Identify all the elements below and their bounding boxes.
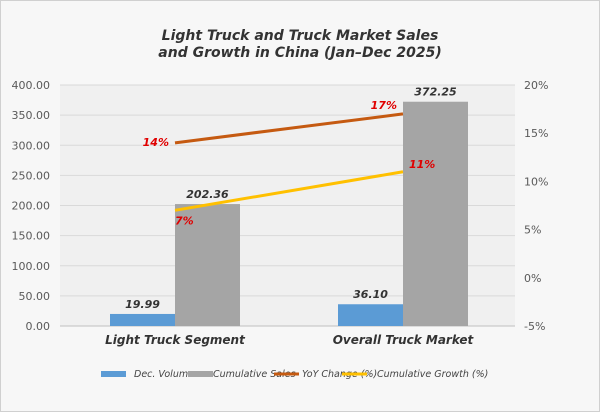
bar-cumulative-sales [175, 204, 240, 326]
category-label: Overall Truck Market [333, 333, 475, 347]
line-data-label: 17% [371, 99, 397, 112]
right-axis-tick: 10% [524, 175, 548, 188]
left-axis-tick: 200.00 [12, 200, 51, 213]
bar-data-label: 19.99 [125, 298, 160, 311]
left-axis-tick: 50.00 [19, 290, 51, 303]
line-data-label: 11% [409, 158, 435, 171]
line-cumulative-growth- [174, 170, 404, 212]
chart-title-line-2: and Growth in China (Jan–Dec 2025) [158, 45, 441, 61]
category-label: Light Truck Segment [105, 333, 246, 347]
bar-data-label: 372.25 [414, 86, 457, 99]
legend-swatch [101, 371, 126, 377]
legend-swatch [188, 371, 213, 377]
bar-cumulative-sales [403, 101, 468, 326]
line-data-label: 7% [175, 214, 194, 227]
left-axis-tick: 300.00 [12, 139, 51, 152]
left-axis-tick: 0.00 [26, 320, 51, 333]
chart-title-line-1: Light Truck and Truck Market Sales [162, 28, 439, 44]
line-yoy-change- [174, 112, 404, 145]
legend-entry: Cumulative Sales [213, 369, 296, 380]
line-data-label: 14% [143, 136, 169, 149]
left-axis-tick: 350.00 [12, 109, 51, 122]
right-axis-tick: 5% [524, 224, 541, 237]
right-axis-tick: -5% [524, 320, 545, 333]
legend-entry: Dec. Volume [134, 369, 194, 380]
right-axis-tick: 0% [524, 272, 541, 285]
bar-dec-volume [110, 313, 175, 326]
bar-data-label: 36.10 [353, 288, 388, 301]
left-axis-tick: 400.00 [12, 79, 51, 92]
legend-entry: YoY Change (%) [302, 369, 377, 380]
right-axis-tick: 15% [524, 127, 548, 140]
left-axis-tick: 150.00 [12, 230, 51, 243]
left-axis-tick: 100.00 [12, 260, 51, 273]
legend-entry: Cumulative Growth (%) [377, 369, 488, 380]
right-axis-tick: 20% [524, 79, 548, 92]
bar-dec-volume [338, 304, 403, 326]
left-axis-tick: 250.00 [12, 169, 51, 182]
bar-data-label: 202.36 [186, 188, 229, 201]
